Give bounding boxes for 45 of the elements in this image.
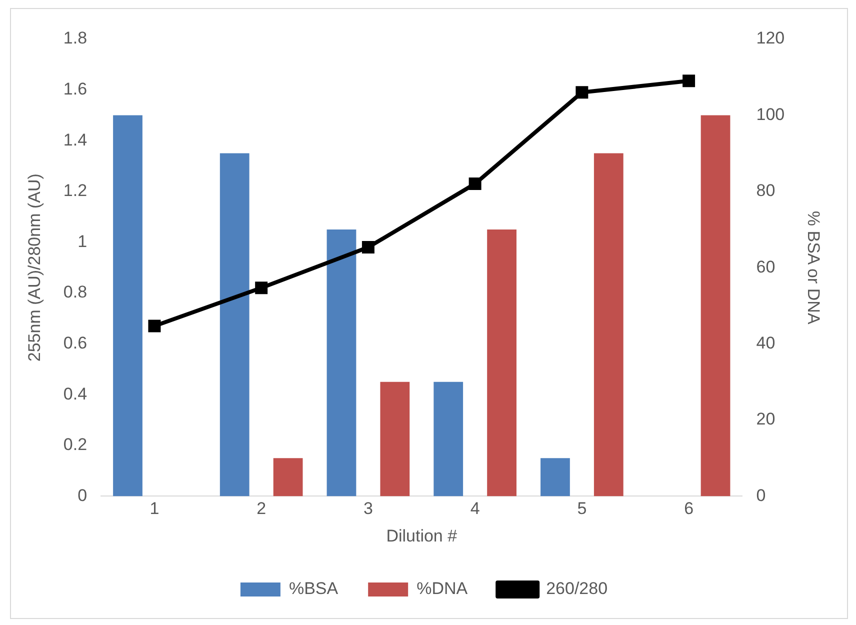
y2-tick-label: 80 — [756, 181, 776, 200]
y-tick-label: 0.6 — [63, 333, 88, 352]
y-tick-label: 1.8 — [63, 28, 88, 48]
y2-tick-label: 60 — [756, 257, 776, 276]
bar — [326, 230, 356, 496]
y2-tick-label: 120 — [756, 28, 785, 48]
y-tick-label: 1.4 — [63, 130, 88, 150]
legend-label: 260/280 — [546, 579, 608, 598]
y2-tick-label: 20 — [756, 410, 776, 429]
y2-tick-label: 100 — [756, 104, 785, 124]
legend-label: %DNA — [416, 579, 468, 598]
x-axis-title: Dilution # — [386, 526, 458, 546]
y-tick-label: 0.4 — [63, 384, 88, 404]
y2-tick-label: 0 — [756, 486, 766, 505]
x-tick-label: 6 — [684, 499, 694, 518]
bar — [700, 115, 730, 496]
bar — [540, 458, 570, 496]
y-tick-label: 1 — [78, 232, 88, 251]
point — [255, 282, 268, 294]
bar — [380, 382, 410, 496]
y-tick-label: 0 — [78, 486, 88, 505]
x-tick-label: 4 — [470, 499, 480, 518]
y-axis-title: 255nm (AU)/280nm (AU) — [24, 174, 44, 362]
bar — [487, 230, 516, 496]
y2-tick-label: 40 — [756, 333, 776, 352]
point — [148, 320, 161, 332]
y-tick-label: 1.6 — [63, 79, 88, 98]
bar — [273, 458, 303, 496]
point — [682, 74, 696, 88]
bar — [594, 153, 624, 496]
y-tick-label: 0.8 — [63, 282, 88, 302]
point — [468, 178, 482, 190]
legend-label: %BSA — [288, 579, 339, 598]
y-tick-label: 1.2 — [63, 181, 88, 200]
bar — [434, 382, 464, 496]
bar — [113, 115, 142, 496]
y-tick-label: 0.2 — [63, 435, 88, 454]
bar — [220, 153, 250, 496]
point — [576, 86, 588, 99]
point — [362, 241, 374, 254]
y2-axis-title: % BSA or DNA — [804, 210, 824, 325]
x-tick-label: 5 — [577, 499, 587, 518]
x-tick-label: 2 — [256, 499, 266, 518]
x-tick-label: 3 — [363, 499, 373, 518]
x-tick-label: 1 — [150, 499, 160, 518]
